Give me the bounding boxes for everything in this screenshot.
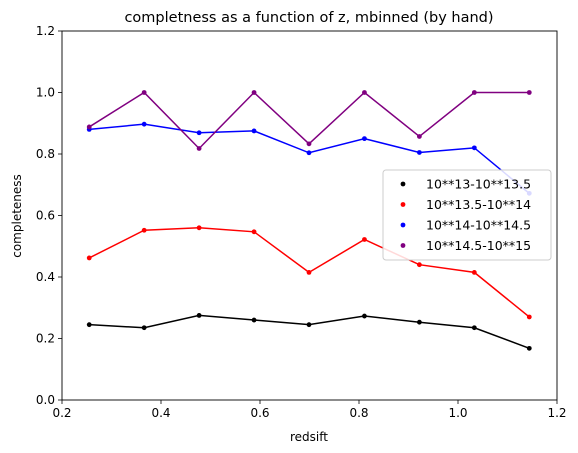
- data-point-3: [306, 141, 312, 147]
- legend: 10**13-10**13.5 10**13.5-10**14 10**14-10*…: [382, 169, 552, 261]
- data-point-1: [416, 262, 422, 268]
- data-point-2: [251, 128, 257, 134]
- data-point-2: [141, 121, 147, 127]
- data-point-3: [196, 146, 202, 151]
- data-point-1: [196, 225, 202, 231]
- data-point-3: [471, 90, 477, 95]
- data-point-2: [362, 136, 367, 142]
- x-axis: 0.2 0.4 0.6 0.8 1.0 1.2: [52, 400, 567, 420]
- data-point-1: [362, 237, 367, 242]
- legend-marker: [400, 181, 406, 187]
- data-point-0: [251, 317, 257, 323]
- data-point-0: [471, 325, 477, 331]
- y-tick-label: 0.2: [36, 332, 55, 346]
- legend-marker: [400, 202, 406, 207]
- x-tick-label: 0.2: [52, 406, 71, 420]
- y-tick-label: 1.2: [36, 24, 55, 38]
- data-point-0: [196, 313, 202, 318]
- y-tick-label: 0.6: [36, 209, 55, 223]
- data-point-0: [526, 345, 532, 351]
- data-point-3: [251, 90, 257, 95]
- legend-box: [382, 169, 552, 261]
- legend-marker: [400, 222, 406, 228]
- x-tick-label: 0.4: [151, 406, 170, 420]
- data-point-3: [526, 90, 532, 95]
- data-point-2: [306, 150, 312, 156]
- y-axis: 0.0 0.2 0.4 0.6 0.8 1.0 1.2: [36, 24, 62, 407]
- data-point-2: [416, 150, 422, 155]
- data-point-2: [471, 145, 477, 151]
- data-point-0: [141, 325, 147, 331]
- y-tick-label: 0.4: [36, 270, 55, 284]
- data-point-0: [86, 322, 92, 328]
- x-axis-label: redsift: [290, 430, 328, 444]
- chart-title: completness as a function of z, mbinned …: [124, 10, 493, 26]
- legend-label: 10**13.5-10**14: [426, 197, 531, 212]
- legend-marker: [400, 243, 406, 248]
- x-tick-label: 1.2: [547, 406, 566, 420]
- series-line-3: [88, 91, 530, 150]
- data-point-1: [471, 269, 477, 275]
- data-point-3: [416, 134, 422, 139]
- y-axis-label: completeness: [10, 174, 24, 258]
- plot-area: [86, 90, 532, 351]
- data-point-1: [141, 227, 147, 233]
- data-point-1: [86, 255, 92, 261]
- legend-label: 10**14.5-10**15: [426, 238, 531, 253]
- y-tick-label: 0.0: [36, 393, 55, 407]
- data-point-0: [362, 313, 367, 319]
- x-tick-label: 1.0: [448, 406, 467, 420]
- x-tick-label: 0.8: [349, 406, 368, 420]
- data-point-1: [306, 269, 312, 275]
- y-tick-label: 0.8: [36, 147, 55, 161]
- legend-label: 10**14-10**14.5: [426, 218, 531, 233]
- data-point-3: [86, 124, 92, 130]
- data-point-0: [306, 322, 312, 328]
- data-point-1: [251, 229, 257, 235]
- data-point-3: [141, 90, 147, 95]
- y-tick-label: 1.0: [36, 86, 55, 100]
- data-point-0: [416, 319, 422, 325]
- legend-label: 10**13-10**13.5: [426, 177, 531, 192]
- data-point-1: [526, 314, 532, 320]
- data-point-3: [362, 90, 367, 95]
- data-point-2: [196, 130, 202, 136]
- series-line-0: [89, 314, 530, 350]
- x-tick-label: 0.6: [250, 406, 269, 420]
